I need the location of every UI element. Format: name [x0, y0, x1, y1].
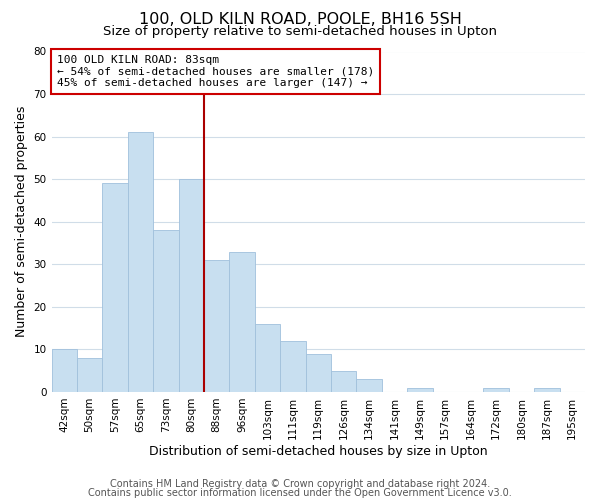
Bar [77, 358, 103, 392]
Bar [179, 179, 204, 392]
Text: Contains HM Land Registry data © Crown copyright and database right 2024.: Contains HM Land Registry data © Crown c… [110, 479, 490, 489]
Bar [280, 341, 305, 392]
Text: 100, OLD KILN ROAD, POOLE, BH16 5SH: 100, OLD KILN ROAD, POOLE, BH16 5SH [139, 12, 461, 28]
Y-axis label: Number of semi-detached properties: Number of semi-detached properties [15, 106, 28, 338]
Bar [534, 388, 560, 392]
Bar [52, 350, 77, 392]
Bar [305, 354, 331, 392]
Bar [103, 184, 128, 392]
Bar [407, 388, 433, 392]
Bar [153, 230, 179, 392]
X-axis label: Distribution of semi-detached houses by size in Upton: Distribution of semi-detached houses by … [149, 444, 488, 458]
Bar [204, 260, 229, 392]
Bar [356, 379, 382, 392]
Bar [255, 324, 280, 392]
Bar [229, 252, 255, 392]
Bar [128, 132, 153, 392]
Text: Contains public sector information licensed under the Open Government Licence v3: Contains public sector information licen… [88, 488, 512, 498]
Bar [484, 388, 509, 392]
Bar [331, 370, 356, 392]
Text: Size of property relative to semi-detached houses in Upton: Size of property relative to semi-detach… [103, 25, 497, 38]
Text: 100 OLD KILN ROAD: 83sqm
← 54% of semi-detached houses are smaller (178)
45% of : 100 OLD KILN ROAD: 83sqm ← 54% of semi-d… [57, 55, 374, 88]
